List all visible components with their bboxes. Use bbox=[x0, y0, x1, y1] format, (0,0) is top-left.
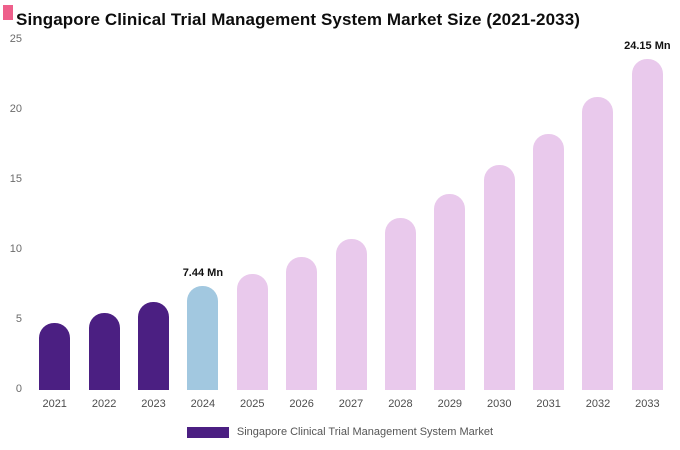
bar-2027 bbox=[335, 239, 367, 390]
x-tick-2027: 2027 bbox=[338, 398, 364, 410]
bar-group-2022 bbox=[79, 40, 128, 390]
x-tick-2030: 2030 bbox=[486, 398, 512, 410]
bar-2022 bbox=[88, 313, 120, 390]
bar-2030 bbox=[483, 165, 515, 390]
bar-group-2027 bbox=[326, 40, 375, 390]
bar-value-label-2033: 24.15 Mn bbox=[624, 40, 671, 52]
x-tick-2028: 2028 bbox=[388, 398, 413, 410]
x-tick-2033: 2033 bbox=[635, 398, 660, 410]
bar-value-label-2024: 7.44 Mn bbox=[182, 267, 224, 279]
bar-group-2023 bbox=[129, 40, 178, 390]
y-tick-0: 0 bbox=[15, 383, 22, 395]
corner-accent bbox=[3, 5, 13, 20]
x-tick-2023: 2023 bbox=[141, 398, 166, 410]
legend: Singapore Clinical Trial Management Syst… bbox=[0, 426, 680, 438]
bar-2023 bbox=[137, 302, 169, 390]
y-tick-25: 25 bbox=[9, 33, 22, 45]
bar-2028 bbox=[384, 218, 416, 390]
bar-2032 bbox=[582, 97, 614, 390]
bar-group-2031 bbox=[524, 40, 573, 390]
y-tick-15: 15 bbox=[9, 173, 22, 185]
bar-group-2030 bbox=[475, 40, 524, 390]
chart-title: Singapore Clinical Trial Management Syst… bbox=[16, 10, 581, 29]
bars-container: 7.44 Mn 24.15 Mn bbox=[30, 40, 672, 390]
bar-2029 bbox=[434, 194, 466, 390]
x-tick-2024: 2024 bbox=[190, 398, 216, 410]
y-tick-5: 5 bbox=[15, 313, 22, 325]
plot-area: 7.44 Mn 24.15 Mn bbox=[30, 40, 672, 390]
y-tick-10: 10 bbox=[9, 243, 22, 255]
bar-2021 bbox=[39, 323, 71, 390]
bar-group-2033: 24.15 Mn bbox=[623, 40, 672, 390]
legend-label: Singapore Clinical Trial Management Syst… bbox=[236, 426, 494, 438]
y-axis: 0 5 10 15 20 25 bbox=[0, 0, 26, 450]
x-tick-2026: 2026 bbox=[289, 398, 314, 410]
bar-group-2028 bbox=[376, 40, 425, 390]
bar-2031 bbox=[533, 134, 565, 390]
bar-2024 bbox=[187, 286, 219, 390]
x-tick-2022: 2022 bbox=[91, 398, 117, 410]
bar-group-2024: 7.44 Mn bbox=[178, 40, 227, 390]
x-tick-2031: 2031 bbox=[536, 398, 561, 410]
x-axis: 2021 2022 2023 2024 2025 2026 2027 2028 2029 2030… bbox=[30, 398, 672, 410]
x-tick-2032: 2032 bbox=[585, 398, 611, 410]
x-tick-2029: 2029 bbox=[437, 398, 463, 410]
x-tick-2025: 2025 bbox=[240, 398, 265, 410]
bar-2026 bbox=[286, 257, 318, 390]
bar-2033 bbox=[631, 59, 663, 390]
bar-2025 bbox=[236, 274, 268, 390]
bar-group-2032 bbox=[573, 40, 622, 390]
bar-group-2029 bbox=[425, 40, 474, 390]
y-tick-20: 20 bbox=[9, 103, 22, 115]
bar-group-2026 bbox=[277, 40, 326, 390]
legend-swatch bbox=[186, 426, 229, 438]
bar-group-2025 bbox=[228, 40, 277, 390]
x-tick-2021: 2021 bbox=[42, 398, 67, 410]
bar-group-2021 bbox=[30, 40, 79, 390]
